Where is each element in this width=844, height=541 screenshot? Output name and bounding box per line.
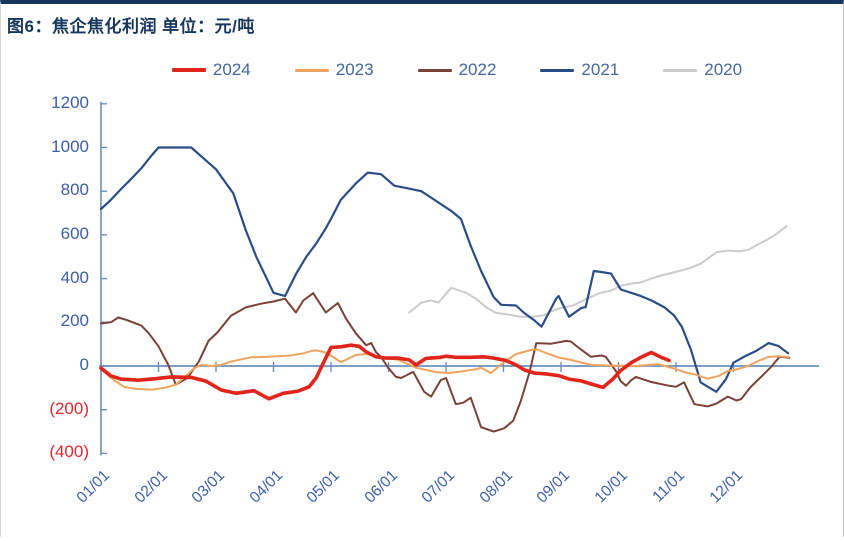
legend-label: 2023	[335, 60, 374, 79]
y-tick-label: (400)	[49, 442, 89, 462]
y-tick-label: 1200	[51, 92, 89, 112]
legend-label: 2020	[704, 60, 743, 79]
y-tick-label: 1000	[51, 136, 89, 156]
legend-item-2021: 2021	[540, 60, 619, 80]
legend-line-swatch	[171, 68, 206, 72]
y-tick-label: 200	[60, 311, 89, 331]
legend-item-2022: 2022	[417, 60, 497, 80]
legend-label: 2022	[458, 60, 497, 79]
legend-item-2023: 2023	[294, 60, 374, 80]
y-tick-label: 0	[79, 355, 89, 374]
legend-line-swatch	[540, 68, 575, 72]
legend-label: 2024	[212, 60, 251, 79]
legend-item-2020: 2020	[663, 60, 742, 80]
chart-plot	[99, 101, 819, 456]
chart-title: 图6：焦企焦化利润 单位：元/吨	[7, 17, 255, 36]
y-tick-label: 400	[60, 267, 89, 287]
legend-item-2024: 2024	[171, 60, 251, 80]
legend-line-swatch	[294, 68, 329, 72]
chart-legend: 2024 2023 2022 2021 2020	[1, 60, 843, 80]
y-tick-label: (200)	[49, 398, 89, 418]
legend-line-swatch	[663, 68, 698, 72]
legend-label: 2021	[581, 60, 620, 79]
legend-line-swatch	[417, 68, 452, 72]
y-tick-label: 800	[60, 180, 89, 200]
y-tick-label: 600	[60, 223, 89, 243]
